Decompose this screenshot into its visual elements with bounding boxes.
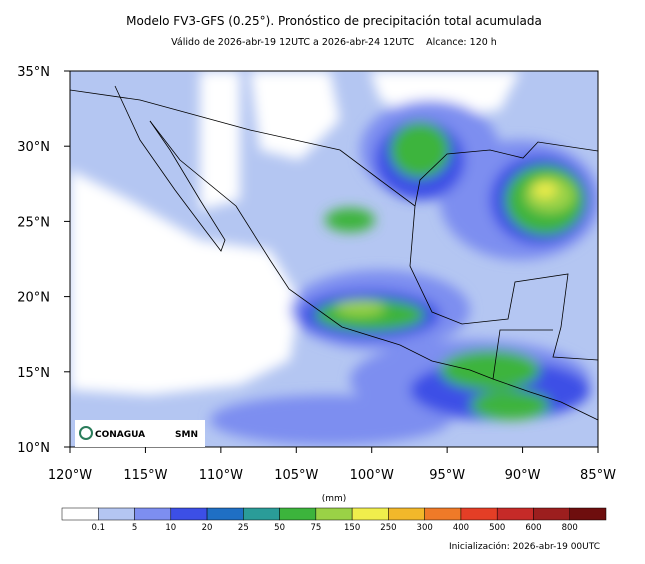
colorbar-label: 10 [165, 523, 176, 533]
colorbar-box [134, 507, 172, 521]
lat-label: 15°N [17, 366, 50, 381]
map-frame [69, 70, 599, 448]
colorbar-box [460, 507, 498, 521]
logo-box [75, 420, 205, 447]
logo-icon [79, 426, 93, 440]
lon-label: 105°W [274, 468, 318, 483]
map-area [70, 71, 598, 447]
lon-label: 85°W [580, 468, 616, 483]
colorbar-label: 300 [417, 523, 433, 533]
colorbar-label: 500 [489, 523, 505, 533]
colorbar-box [533, 507, 570, 521]
colorbar-label: 20 [202, 523, 213, 533]
lon-label: 120°W [48, 468, 92, 483]
lon-label: 110°W [199, 468, 243, 483]
colorbar-label: 75 [310, 523, 321, 533]
colorbar-label: 50 [274, 523, 285, 533]
lon-label: 90°W [505, 468, 541, 483]
logo-conagua: CONAGUA [95, 430, 145, 440]
colorbar-box [98, 507, 135, 521]
subtitle: Válido de 2026-abr-19 12UTC a 2026-abr-2… [171, 37, 497, 48]
lon-label: 95°W [429, 468, 465, 483]
colorbar-label: 600 [525, 523, 541, 533]
colorbar-unit: (mm) [322, 494, 347, 504]
colorbar-label: 400 [453, 523, 469, 533]
colorbar-label: 5 [132, 523, 137, 533]
colorbar-box [315, 507, 353, 521]
lat-label: 25°N [17, 215, 50, 230]
colorbar-box [424, 507, 462, 521]
colorbar-box [388, 507, 425, 521]
lon-label: 115°W [123, 468, 167, 483]
colorbar-label: 25 [238, 523, 249, 533]
colorbar-label: 800 [562, 523, 578, 533]
colorbar-box [206, 507, 244, 521]
colorbar-box [351, 507, 389, 521]
colorbar-box [569, 507, 607, 521]
title: Modelo FV3-GFS (0.25°). Pronóstico de pr… [126, 14, 542, 28]
colorbar-label: 150 [344, 523, 360, 533]
lat-label: 20°N [17, 291, 50, 306]
init-time: Inicialización: 2026-abr-19 00UTC [449, 541, 600, 552]
lat-label: 10°N [17, 441, 50, 456]
colorbar-box [279, 507, 317, 521]
colorbar-box [243, 507, 280, 521]
lat-label: 30°N [17, 140, 50, 155]
colorbar-label: 0.1 [92, 523, 106, 533]
colorbar-label: 250 [380, 523, 396, 533]
lat-label: 35°N [17, 65, 50, 80]
colorbar-box [61, 507, 99, 521]
lon-label: 100°W [350, 468, 394, 483]
colorbar-box [170, 507, 208, 521]
logo-smn: SMN [175, 430, 198, 440]
colorbar-box [496, 507, 534, 521]
